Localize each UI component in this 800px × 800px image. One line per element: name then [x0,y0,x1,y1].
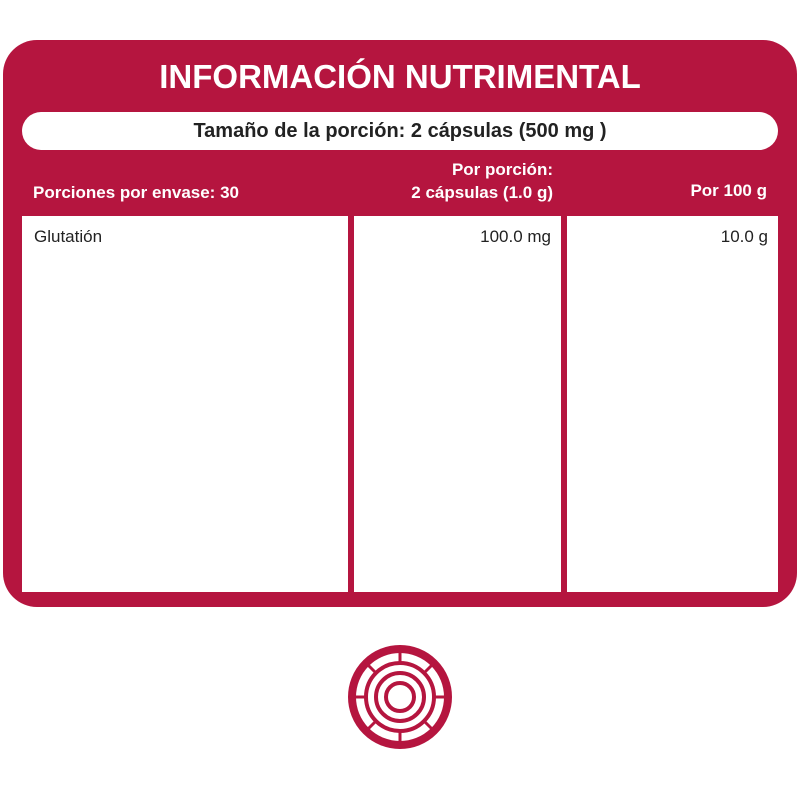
table-cell: Glutatión [22,216,348,592]
col-line: 2 cápsulas (1.0 g) [411,183,553,202]
col-per-serving: Por porción: 2 cápsulas (1.0 g) [411,158,553,204]
table: Contenido energético1.36 kcal (5.78 kJ)1… [22,216,778,592]
table-cell: 10.0 g [567,216,778,592]
table-cell: 100.0 mg [354,216,561,592]
col-per-100: Por 100 g [690,181,767,200]
table-row: Glutatión 100.0 mg 10.0 g [22,216,778,592]
logo-icon [348,645,452,749]
serving-size: Tamaño de la porción: 2 cápsulas (500 mg… [22,112,778,150]
portions: Porciones por envase: 30 [33,183,239,202]
panel: INFORMACIÓN NUTRIMENTAL Tamaño de la por… [3,40,797,607]
col-line: Por porción: [451,160,553,179]
title: INFORMACIÓN NUTRIMENTAL [159,58,641,95]
